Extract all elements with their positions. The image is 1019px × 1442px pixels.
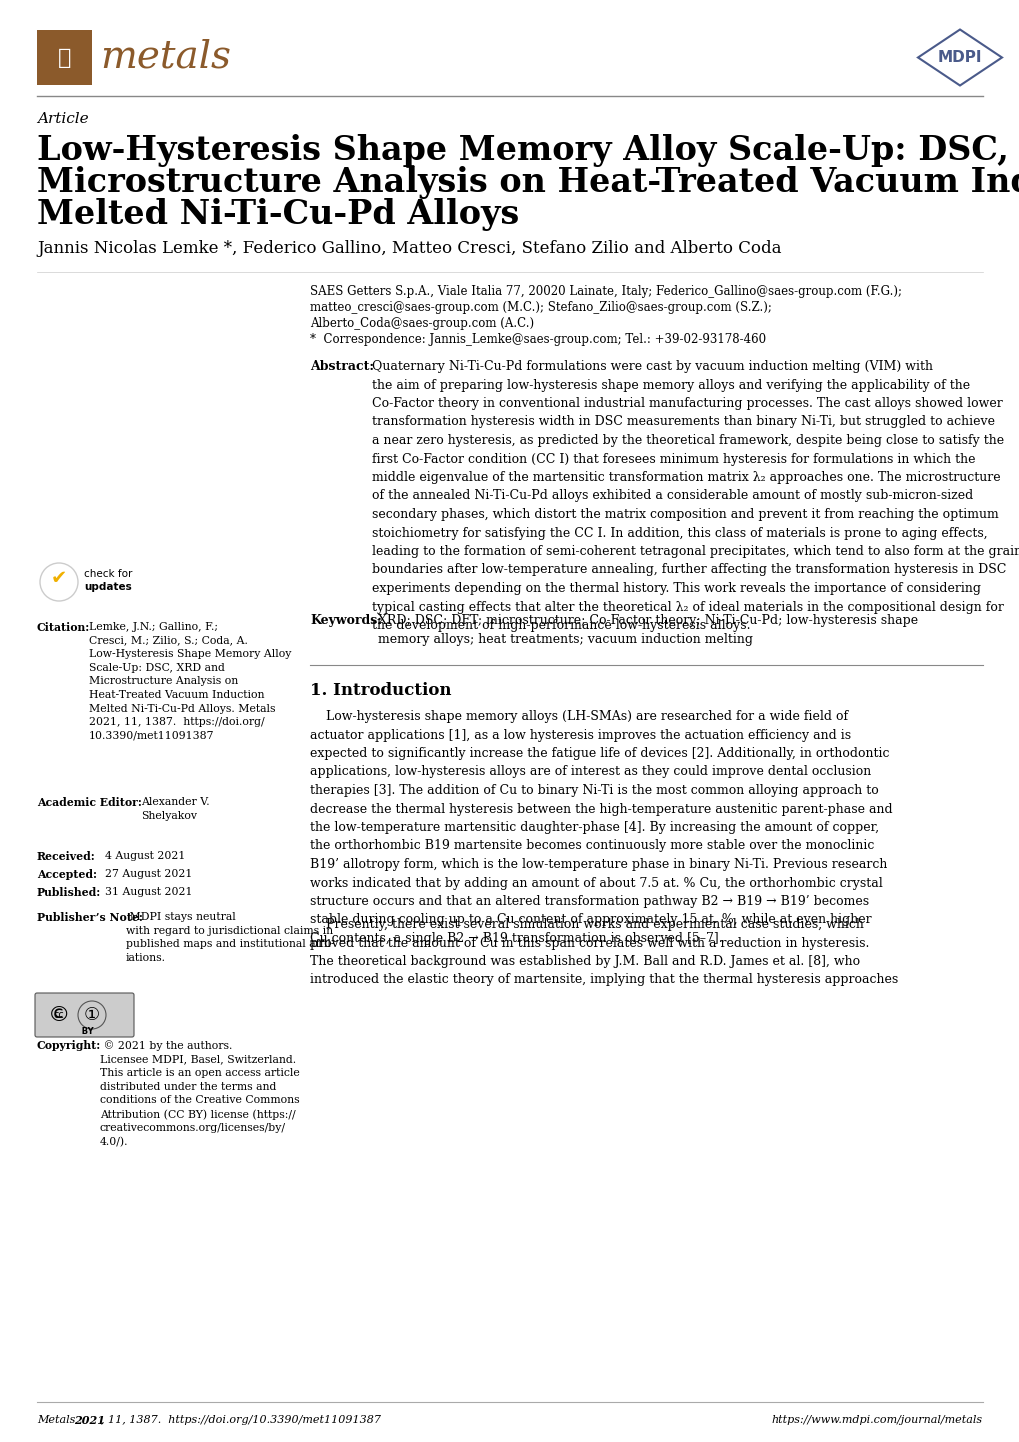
Text: Accepted:: Accepted: (37, 870, 97, 880)
Text: ✔: ✔ (51, 570, 67, 588)
Text: matteo_cresci@saes-group.com (M.C.); Stefano_Zilio@saes-group.com (S.Z.);: matteo_cresci@saes-group.com (M.C.); Ste… (310, 301, 771, 314)
Text: SAES Getters S.p.A., Viale Italia 77, 20020 Lainate, Italy; Federico_Gallino@sae: SAES Getters S.p.A., Viale Italia 77, 20… (310, 286, 901, 298)
Circle shape (77, 1001, 106, 1030)
Text: 31 August 2021: 31 August 2021 (105, 887, 193, 897)
Text: MDPI stays neutral
with regard to jurisdictional claims in
published maps and in: MDPI stays neutral with regard to jurisd… (126, 911, 334, 963)
Text: ©: © (48, 1005, 70, 1025)
Text: Alexander V.
Shelyakov: Alexander V. Shelyakov (141, 797, 210, 820)
Text: Jannis Nicolas Lemke *, Federico Gallino, Matteo Cresci, Stefano Zilio and Alber: Jannis Nicolas Lemke *, Federico Gallino… (37, 239, 781, 257)
Text: Citation:: Citation: (37, 622, 90, 633)
Text: , 11, 1387.  https://doi.org/10.3390/met11091387: , 11, 1387. https://doi.org/10.3390/met1… (101, 1415, 381, 1425)
Text: Received:: Received: (37, 851, 96, 862)
Text: Article: Article (37, 112, 89, 125)
Text: Academic Editor:: Academic Editor: (37, 797, 146, 808)
Text: *  Correspondence: Jannis_Lemke@saes-group.com; Tel.: +39-02-93178-460: * Correspondence: Jannis_Lemke@saes-grou… (310, 333, 765, 346)
Text: BY: BY (76, 1027, 94, 1035)
Text: Publisher’s Note:: Publisher’s Note: (37, 911, 143, 923)
Text: cc: cc (54, 1009, 64, 1019)
Text: metals: metals (100, 39, 230, 76)
Text: Low-hysteresis shape memory alloys (LH-SMAs) are researched for a wide field of
: Low-hysteresis shape memory alloys (LH-S… (310, 709, 892, 945)
Text: Lemke, J.N.; Gallino, F.;
Cresci, M.; Zilio, S.; Coda, A.
Low-Hysteresis Shape M: Lemke, J.N.; Gallino, F.; Cresci, M.; Zi… (89, 622, 291, 741)
Text: 27 August 2021: 27 August 2021 (105, 870, 193, 880)
Text: 🔨: 🔨 (58, 48, 71, 68)
Text: ①: ① (84, 1007, 100, 1024)
Text: Melted Ni-Ti-Cu-Pd Alloys: Melted Ni-Ti-Cu-Pd Alloys (37, 198, 519, 231)
Text: check for: check for (84, 570, 132, 580)
Text: 2021: 2021 (74, 1415, 105, 1426)
Text: 4 August 2021: 4 August 2021 (105, 851, 185, 861)
Text: updates: updates (84, 583, 131, 593)
Text: Copyright:: Copyright: (37, 1040, 101, 1051)
Text: Abstract:: Abstract: (310, 360, 374, 373)
FancyBboxPatch shape (35, 994, 133, 1037)
Text: Microstructure Analysis on Heat-Treated Vacuum Induction: Microstructure Analysis on Heat-Treated … (37, 166, 1019, 199)
Text: Low-Hysteresis Shape Memory Alloy Scale-Up: DSC, XRD and: Low-Hysteresis Shape Memory Alloy Scale-… (37, 134, 1019, 167)
Text: Published:: Published: (37, 887, 101, 898)
FancyBboxPatch shape (37, 30, 92, 85)
Text: Presently, there exist several simulation works and experimental case studies, w: Presently, there exist several simulatio… (310, 919, 898, 986)
Text: Quaternary Ni-Ti-Cu-Pd formulations were cast by vacuum induction melting (VIM) : Quaternary Ni-Ti-Cu-Pd formulations were… (372, 360, 1019, 632)
Text: © 2021 by the authors.
Licensee MDPI, Basel, Switzerland.
This article is an ope: © 2021 by the authors. Licensee MDPI, Ba… (100, 1040, 300, 1148)
Text: https://www.mdpi.com/journal/metals: https://www.mdpi.com/journal/metals (771, 1415, 982, 1425)
Text: Keywords:: Keywords: (310, 614, 381, 627)
Text: Alberto_Coda@saes-group.com (A.C.): Alberto_Coda@saes-group.com (A.C.) (310, 317, 534, 330)
Ellipse shape (40, 562, 77, 601)
Text: MDPI: MDPI (936, 50, 981, 65)
Text: 1. Introduction: 1. Introduction (310, 682, 451, 699)
Text: XRD; DSC; DFT; microstructure; Co-Factor theory; Ni-Ti-Cu-Pd; low-hysteresis sha: XRD; DSC; DFT; microstructure; Co-Factor… (378, 614, 917, 646)
Text: Metals: Metals (37, 1415, 78, 1425)
